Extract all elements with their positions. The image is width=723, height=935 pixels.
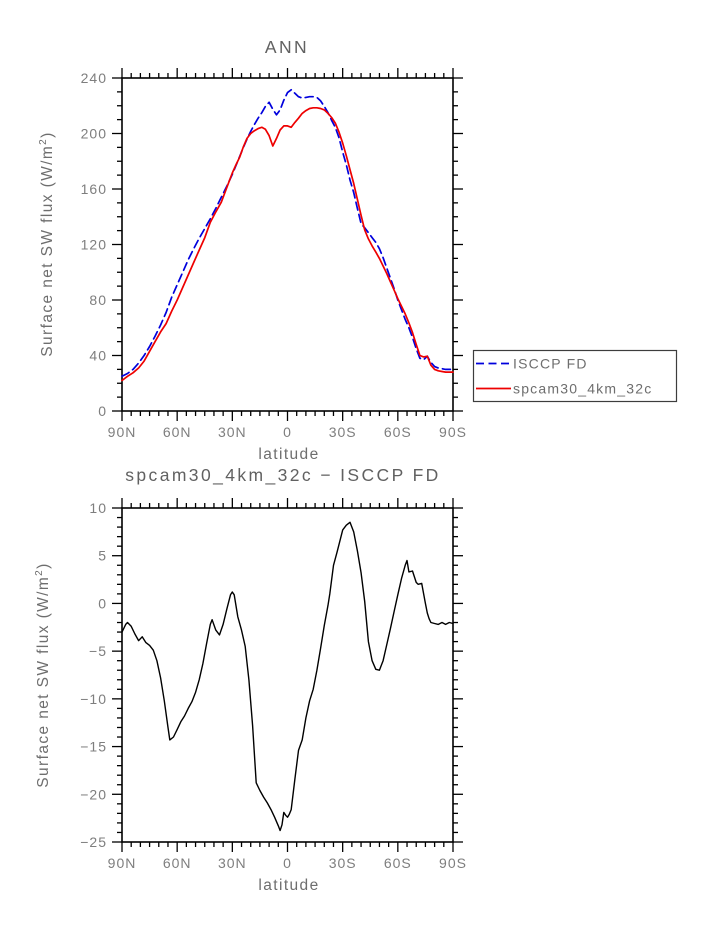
plot-frame — [121, 77, 454, 412]
y-tick-label: 10 — [89, 500, 107, 516]
plot-frame — [121, 507, 454, 843]
y-tick-label: 0 — [98, 403, 107, 419]
y-tick-label: −20 — [80, 786, 107, 802]
x-tick-label: 0 — [283, 424, 292, 440]
x-tick-label: 30S — [329, 424, 357, 440]
top-chart: 90N 60N 30N 0 30S 60S 90S 0 40 80 120 160 200 240 ANN… — [38, 37, 467, 463]
x-tick-label: 90N — [108, 424, 137, 440]
top-chart-title: ANN — [265, 37, 309, 57]
y-tick-label: 80 — [89, 292, 107, 308]
top-chart-ylabel-superscript: 2 — [38, 138, 49, 145]
y-tick-label: 40 — [89, 348, 107, 364]
bottom-chart-ylabel-superscript: 2 — [34, 569, 45, 576]
top-chart-xlabel: latitude — [258, 446, 319, 463]
y-tick-label: 5 — [98, 548, 107, 564]
top-chart-series — [121, 88, 454, 382]
top-chart-ylabel: Surface net SW flux (W/m2) — [38, 131, 56, 356]
legend-box — [472, 349, 678, 403]
y-tick-label: 200 — [81, 126, 107, 142]
bottom-chart-axes: 90N 60N 30N 0 30S 60S 90S −25 −20 −15 −10 −5 0 5 10 — [80, 498, 467, 871]
bottom-chart-ylabel: Surface net SW flux (W/m2) — [34, 562, 52, 787]
legend-label-spcam30-4km-32c: spcam30_4km_32c — [513, 381, 652, 397]
legend-line-samples — [476, 362, 511, 390]
y-tick-label: −15 — [80, 739, 107, 755]
x-tick-label: 30N — [218, 855, 247, 871]
y-tick-label: 160 — [81, 181, 107, 197]
y-tick-label: 240 — [81, 70, 107, 86]
top-chart-ylabel-text: Surface net SW flux (W/m — [39, 145, 56, 357]
legend: ISCCP FD spcam30_4km_32c — [472, 349, 678, 403]
bottom-chart: 90N 60N 30N 0 30S 60S 90S −25 −20 −15 −10 −5 0 5 10 sp… — [34, 465, 467, 894]
x-tick-label: 60N — [163, 424, 192, 440]
x-tick-label: 60N — [163, 855, 192, 871]
series-line-isccp-fd — [121, 88, 454, 378]
x-tick-label: 0 — [283, 855, 292, 871]
x-tick-label: 90S — [439, 855, 467, 871]
x-tick-label: 60S — [384, 424, 412, 440]
x-tick-label: 60S — [384, 855, 412, 871]
y-tick-label: 120 — [81, 237, 107, 253]
x-tick-label: 30N — [218, 424, 247, 440]
y-tick-label: −10 — [80, 691, 107, 707]
y-tick-label: −25 — [80, 834, 107, 850]
x-tick-label: 90N — [108, 855, 137, 871]
bottom-chart-title: spcam30_4km_32c − ISCCP FD — [125, 465, 440, 486]
bottom-chart-ylabel-text: Surface net SW flux (W/m — [35, 576, 52, 788]
bottom-chart-ylabel-close: ) — [35, 562, 52, 569]
bottom-chart-xlabel: latitude — [258, 877, 319, 894]
series-line-spcam30-4km-32c — [121, 106, 454, 382]
y-tick-label: 0 — [98, 595, 107, 611]
y-tick-label: −5 — [89, 643, 107, 659]
legend-label-isccp-fd: ISCCP FD — [513, 356, 588, 372]
series-line-spcam30-4km-32c-minus-isccp-fd — [121, 521, 454, 832]
x-tick-label: 30S — [329, 855, 357, 871]
x-tick-label: 90S — [439, 424, 467, 440]
top-chart-ylabel-close: ) — [39, 131, 56, 138]
bottom-chart-series — [121, 521, 454, 832]
top-chart-axes: 90N 60N 30N 0 30S 60S 90S 0 40 80 120 160 200 240 — [81, 68, 467, 440]
